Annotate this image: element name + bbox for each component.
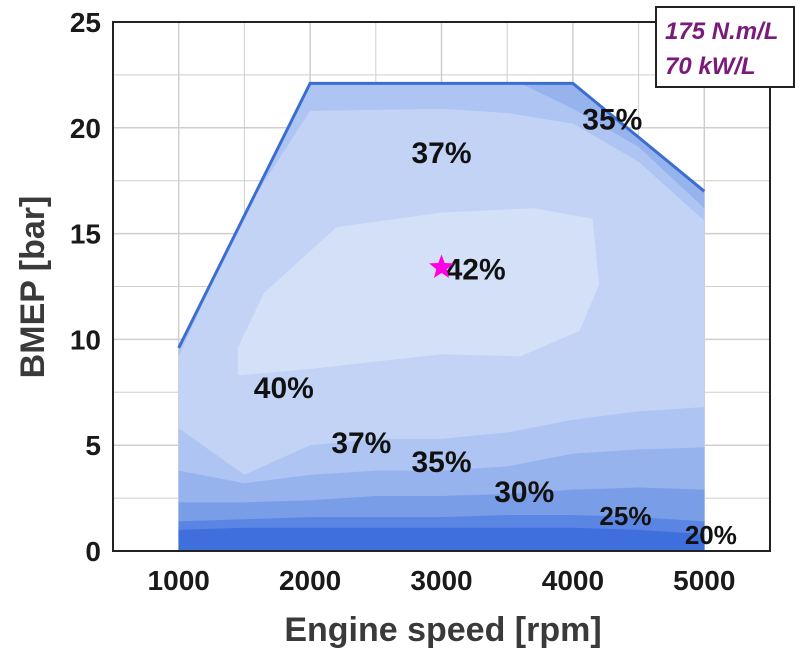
- contour-label: 35%: [582, 103, 642, 136]
- efficiency-bands: [178, 83, 705, 551]
- x-tick-label: 1000: [148, 565, 210, 596]
- y-tick-label: 15: [70, 219, 101, 250]
- specification-box: 175 N.m/L 70 kW/L: [655, 6, 795, 88]
- y-tick-label: 25: [70, 7, 101, 38]
- contour-label: 25%: [599, 501, 651, 531]
- y-axis-title: BMEP [bar]: [14, 196, 52, 379]
- band-peak-island: [237, 208, 600, 376]
- contour-label: 42%: [446, 254, 506, 287]
- contour-label: 37%: [411, 137, 471, 170]
- star-icon: [429, 254, 454, 278]
- full-load-line: [177, 81, 706, 349]
- contour-label: 20%: [685, 520, 737, 550]
- x-tick-label: 4000: [542, 565, 604, 596]
- x-axis-ticks: 1000 2000 3000 4000 5000: [148, 565, 736, 596]
- y-tick-label: 20: [70, 113, 101, 144]
- contour-label: 30%: [494, 476, 554, 509]
- x-tick-label: 5000: [673, 565, 735, 596]
- x-tick-label: 3000: [410, 565, 472, 596]
- contour-label: 35%: [411, 446, 471, 479]
- y-tick-label: 5: [85, 430, 101, 461]
- y-axis-ticks: 0 5 10 15 20 25: [70, 7, 101, 567]
- x-axis-title: Engine speed [rpm]: [284, 611, 601, 649]
- contour-label: 37%: [331, 427, 391, 460]
- torque-density-label: 175 N.m/L: [665, 18, 779, 45]
- full-load-curve: [177, 81, 706, 349]
- power-density-label: 70 kW/L: [665, 53, 756, 80]
- y-tick-label: 0: [85, 536, 101, 567]
- x-tick-label: 2000: [279, 565, 341, 596]
- y-tick-label: 10: [70, 324, 101, 355]
- peak-efficiency-marker: [429, 254, 454, 278]
- contour-labels: 35% 37% 42% 40% 37% 35% 30% 25% 20%: [254, 103, 737, 550]
- contour-label: 40%: [254, 372, 314, 405]
- plot-border: [112, 21, 771, 552]
- plot-frame: [112, 21, 771, 552]
- band-20pct: [178, 527, 705, 551]
